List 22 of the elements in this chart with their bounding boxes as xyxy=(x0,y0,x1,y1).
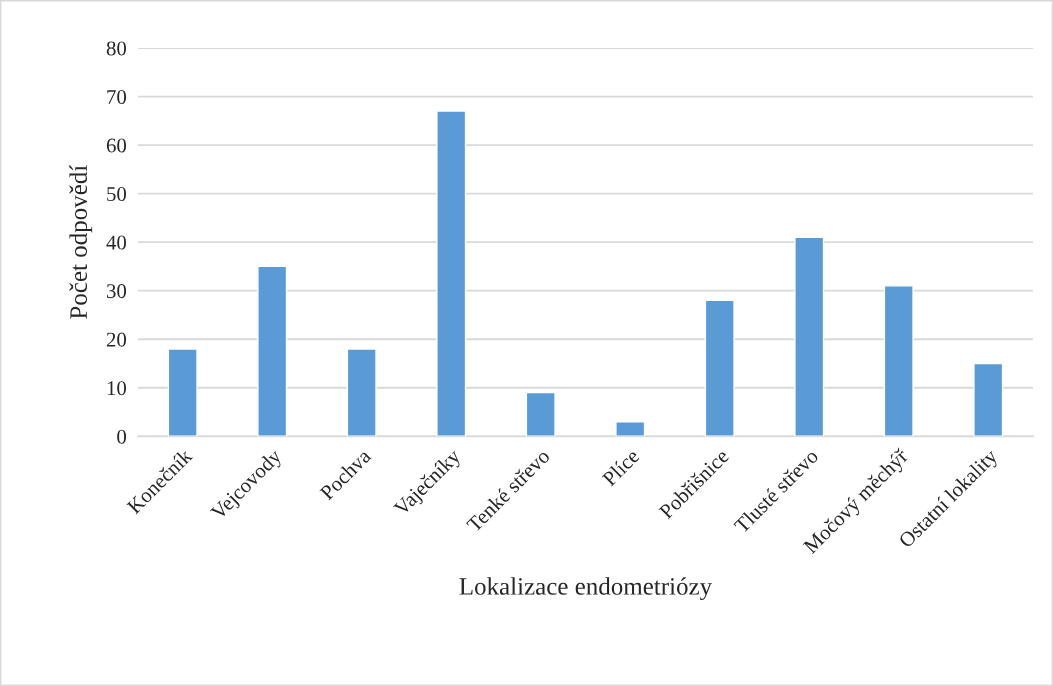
y-tick-label: 30 xyxy=(106,284,127,299)
y-tick-label: 0 xyxy=(117,429,127,444)
y-tick-label: 10 xyxy=(107,381,127,396)
bar xyxy=(704,299,735,437)
y-tick-label: 50 xyxy=(107,187,127,202)
y-axis-title: Počet odpovědí xyxy=(69,165,93,319)
bar xyxy=(525,391,556,437)
y-tick-label: 60 xyxy=(106,138,127,153)
bar xyxy=(436,110,467,437)
y-tick-label: 20 xyxy=(106,332,127,347)
bar xyxy=(346,348,377,437)
bar xyxy=(883,285,914,437)
y-tick-label: 70 xyxy=(107,89,127,104)
y-tick-label: 40 xyxy=(106,235,127,250)
x-axis-title: Lokalizace endometriózy xyxy=(459,577,713,601)
bar xyxy=(615,421,646,437)
bar xyxy=(794,236,825,437)
x-tick-label: Plíce xyxy=(601,447,641,487)
y-tick-label: 80 xyxy=(106,41,127,56)
bar xyxy=(257,265,288,437)
bar xyxy=(167,348,198,437)
bar xyxy=(973,362,1004,437)
